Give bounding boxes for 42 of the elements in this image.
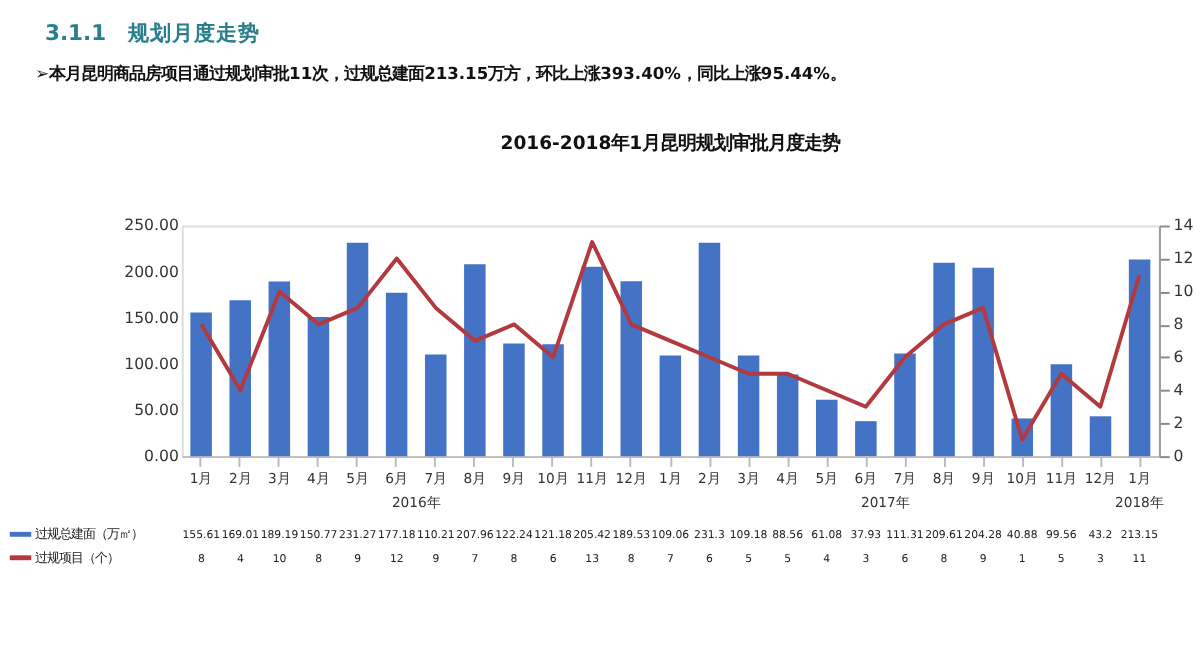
bar	[933, 262, 955, 457]
bar	[464, 264, 486, 457]
y2-tick-label: 4	[1173, 381, 1184, 400]
bar	[698, 242, 721, 457]
y-tick-label: 0.00	[144, 447, 179, 466]
bar	[307, 317, 330, 457]
y-tick-label: 250.00	[124, 216, 179, 235]
bar	[1050, 364, 1073, 457]
y2-tick-label: 2	[1173, 414, 1184, 433]
bar	[542, 344, 564, 457]
text: 3.1.1 规划月度走势	[44, 19, 261, 46]
y-tick-label: 150.00	[124, 308, 179, 327]
y-tick-label: 100.00	[124, 354, 179, 373]
bar	[385, 292, 408, 457]
y2-tick-label: 0	[1173, 447, 1184, 466]
bar	[1128, 259, 1151, 457]
bar	[190, 312, 212, 457]
bar	[816, 399, 838, 457]
bar	[424, 354, 447, 457]
bar	[503, 343, 525, 457]
y2-tick-label: 12	[1173, 249, 1194, 268]
y-tick-label: 200.00	[124, 262, 179, 281]
chart-subtitle: ➢本月昆明商品房项目通过规划审批11次，过规总建面213.15万方，环比上涨393.40%，同比上涨95.44%。	[35, 62, 846, 83]
bar	[776, 374, 799, 457]
y-tick-label: 50.00	[134, 400, 179, 419]
y2-tick-label: 8	[1173, 315, 1184, 334]
bar	[659, 355, 682, 457]
bar	[346, 242, 369, 457]
y2-tick-label: 6	[1173, 348, 1184, 367]
y2-tick-label: 10	[1173, 282, 1194, 301]
bar	[620, 281, 643, 457]
bar	[229, 300, 251, 457]
chart-title: 2016-2018年1月昆明规划审批月度走势	[500, 133, 841, 156]
bar	[972, 267, 994, 457]
bar	[855, 421, 877, 457]
y2-tick-label: 14	[1173, 216, 1194, 235]
line-series	[199, 240, 1142, 442]
bar	[268, 281, 291, 457]
bar	[1089, 416, 1112, 457]
bar	[581, 266, 603, 457]
bar	[894, 353, 916, 457]
bar	[737, 355, 760, 457]
